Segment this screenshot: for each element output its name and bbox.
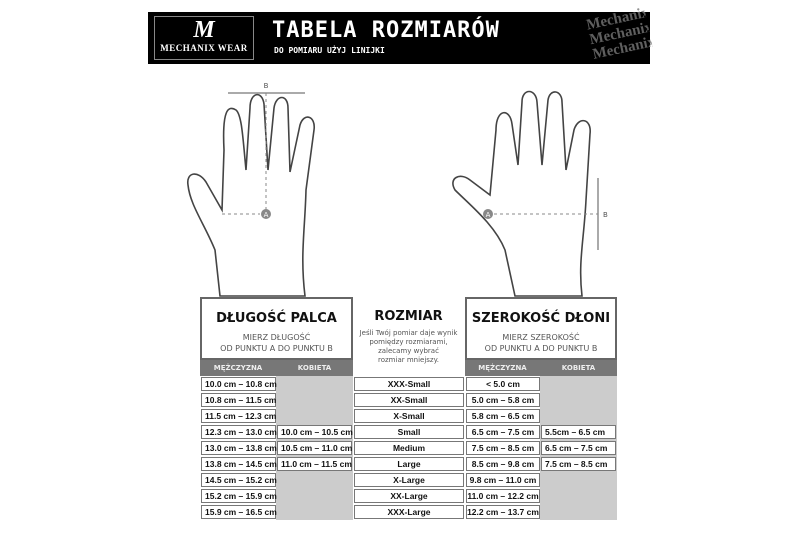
point-a-label-right: A [486,211,491,219]
palm-men-cell: 9.8 cm – 11.0 cm [466,473,540,487]
size-cell: X-Large [354,473,464,487]
col-men: MĘŻCZYZNA [478,364,527,372]
finger-length-header: DŁUGOŚĆ PALCA MIERZ DŁUGOŚĆ OD PUNKTU A D… [200,297,353,360]
point-b-label: B [264,82,269,90]
palm-width-desc: MIERZ SZEROKOŚĆ [502,333,580,342]
finger-length-desc: OD PUNKTU A DO PUNKTU B [220,344,333,353]
palm-men-cell: 12.2 cm – 13.7 cm [466,505,540,519]
left-hand-illustration [187,92,315,297]
finger-men-cell: 13.8 cm – 14.5 cm [201,457,277,471]
finger-length-title: DŁUGOŚĆ PALCA [216,311,337,326]
size-cell: Large [354,457,464,471]
finger-men-cell: 12.3 cm – 13.0 cm [201,425,277,439]
palm-men-cell: < 5.0 cm [466,377,540,391]
palm-width-header: SZEROKOŚĆ DŁONI MIERZ SZEROKOŚĆ OD PUNKTU… [465,297,617,360]
size-cell: Small [354,425,464,439]
finger-women-cell: 11.0 cm – 11.5 cm [277,457,352,471]
point-b-label-right: B [603,211,608,219]
finger-men-cell: 10.0 cm – 10.8 cm [201,377,277,391]
palm-men-cell: 6.5 cm – 7.5 cm [466,425,540,439]
finger-length-desc: MIERZ DŁUGOŚĆ [242,333,311,342]
palm-men-cell: 5.8 cm – 6.5 cm [466,409,540,423]
size-title: ROZMIAR [374,309,443,324]
header-banner: M MECHANIX WEAR TABELA ROZMIARÓW DO POMI… [148,6,655,64]
palm-width-desc: OD PUNKTU A DO PUNKTU B [484,344,598,353]
palm-width-title: SZEROKOŚĆ DŁONI [471,311,611,326]
finger-men-cell: 10.8 cm – 11.5 cm [201,393,276,407]
palm-women-cell: 5.5cm – 6.5 cm [541,425,616,439]
finger-women-cell: 10.0 cm – 10.5 cm [277,425,353,439]
size-cell: XX-Small [354,393,464,407]
size-header: ROZMIAR Jeśli Twój pomiar daje wynik pomi… [352,297,465,365]
finger-men-cell: 11.5 cm – 12.3 cm [201,409,276,423]
hand-diagrams: A B A B [187,82,608,297]
page-subtitle: DO POMIARU UŻYJ LINIJKI [274,46,385,55]
logo-mark: M [193,17,215,43]
size-cell: X-Small [354,409,464,423]
col-women: KOBIETA [561,364,596,372]
size-cell: XX-Large [354,489,464,503]
palm-women-cell: 7.5 cm – 8.5 cm [541,457,616,471]
size-cell: XXX-Small [354,377,464,391]
right-hand-illustration [452,90,599,297]
palm-men-cell: 8.5 cm – 9.8 cm [466,457,540,471]
palm-men-cell: 7.5 cm – 8.5 cm [466,441,540,455]
page-title: TABELA ROZMIARÓW [272,18,500,43]
col-men: MĘŻCZYZNA [213,364,263,372]
col-women: KOBIETA [297,364,332,372]
palm-men-cell: 11.0 cm – 12.2 cm [466,489,540,503]
brand-logo: M MECHANIX WEAR [154,16,254,60]
palm-width-columns: MĘŻCZYZNA KOBIETA [465,360,617,376]
palm-men-cell: 5.0 cm – 5.8 cm [466,393,540,407]
point-a-label: A [264,211,269,219]
finger-men-cell: 15.2 cm – 15.9 cm [201,489,277,503]
finger-men-cell: 13.0 cm – 13.8 cm [201,441,277,455]
logo-text: MECHANIX WEAR [160,43,248,53]
finger-women-cell: 10.5 cm – 11.0 cm [277,441,352,455]
finger-men-cell: 15.9 cm – 16.5 cm [201,505,277,519]
finger-length-columns: MĘŻCZYZNA KOBIETA [200,360,353,376]
size-cell: Medium [354,441,464,455]
finger-men-cell: 14.5 cm – 15.2 cm [201,473,277,487]
palm-women-cell: 6.5 cm – 7.5 cm [541,441,616,455]
size-cell: XXX-Large [354,505,464,519]
